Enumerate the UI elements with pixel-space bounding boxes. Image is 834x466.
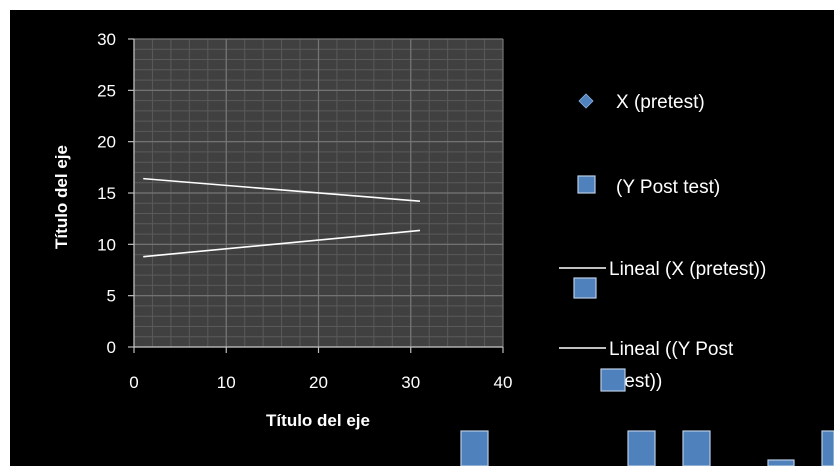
y-tick-label: 15	[97, 184, 116, 203]
y-tick-label: 30	[97, 30, 116, 49]
legend-label: (Y Post test)	[616, 177, 720, 198]
square-marker-icon	[821, 430, 834, 466]
x-tick-label: 30	[401, 373, 420, 392]
square-marker-icon	[600, 368, 626, 392]
trendline	[143, 229, 421, 258]
square-marker-icon	[682, 430, 711, 466]
legend-label-continued: test))	[619, 371, 662, 392]
y-tick-label: 5	[107, 287, 116, 306]
y-tick-label: 10	[97, 235, 116, 254]
diamond-marker-icon	[578, 93, 594, 109]
x-tick-labels: 0 10 20 30 40	[129, 373, 512, 392]
square-marker-icon	[767, 459, 795, 466]
y-axis-title: Título del eje	[52, 145, 71, 249]
y-tick-label: 20	[97, 133, 116, 152]
square-marker-icon	[577, 175, 596, 194]
x-tick-label: 20	[309, 373, 328, 392]
legend-label: Lineal (X (pretest))	[609, 259, 766, 280]
square-marker-icon	[460, 430, 489, 466]
x-axis-title: Título del eje	[266, 411, 370, 430]
legend-item-y-post-test: (Y Post test)	[577, 175, 720, 198]
x-tick-label: 10	[217, 373, 236, 392]
legend-label: Lineal ((Y Post	[609, 339, 734, 360]
legend: X (pretest) (Y Post test) Lineal (X (pre…	[559, 92, 766, 392]
x-tick-label: 0	[129, 373, 138, 392]
trendline	[143, 177, 421, 203]
y-tick-labels: 0 5 10 15 20 25 30	[97, 30, 116, 357]
y-tick-label: 0	[107, 338, 116, 357]
legend-item-x-pretest: X (pretest)	[578, 92, 705, 113]
axes	[128, 38, 504, 353]
stray-markers	[460, 277, 834, 466]
x-tick-label: 40	[494, 373, 513, 392]
y-tick-label: 25	[97, 81, 116, 100]
legend-item-lineal-y-post-test: Lineal ((Y Post test))	[559, 339, 734, 392]
square-marker-icon	[627, 430, 656, 466]
legend-label: X (pretest)	[616, 92, 705, 113]
trendlines	[143, 177, 421, 258]
legend-item-lineal-x-pretest: Lineal (X (pretest))	[559, 259, 766, 280]
square-marker-icon	[573, 277, 597, 299]
